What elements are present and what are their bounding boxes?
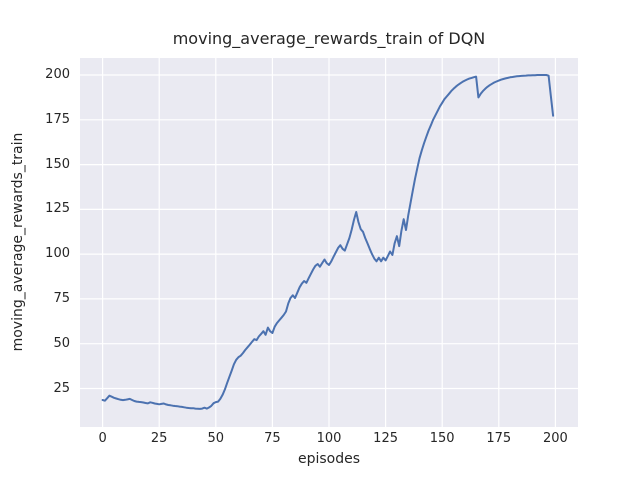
x-axis-label: episodes (297, 451, 361, 467)
y-tick-label: 75 (53, 290, 70, 306)
x-tick-label: 125 (373, 431, 398, 446)
x-tick-label: 150 (429, 431, 455, 446)
y-tick-label: 125 (45, 201, 70, 217)
x-tick-label: 175 (486, 431, 512, 446)
x-tick-label: 50 (207, 431, 225, 446)
y-tick-label: 200 (45, 67, 70, 82)
x-tick-label: 0 (98, 431, 107, 446)
y-tick-label: 50 (53, 335, 70, 351)
x-tick-label: 75 (264, 431, 281, 446)
chart-title: moving_average_rewards_train of DQN (172, 29, 486, 48)
data-line-moving_average_rewards_train (101, 74, 555, 410)
x-tick-label: 25 (150, 431, 168, 446)
x-tick-label: 200 (542, 431, 568, 446)
x-tick-label: 100 (316, 431, 342, 446)
y-tick-label: 150 (45, 156, 70, 172)
y-tick-label: 25 (53, 380, 70, 396)
y-tick-label: 175 (45, 111, 70, 127)
y-tick-label: 100 (45, 246, 70, 262)
